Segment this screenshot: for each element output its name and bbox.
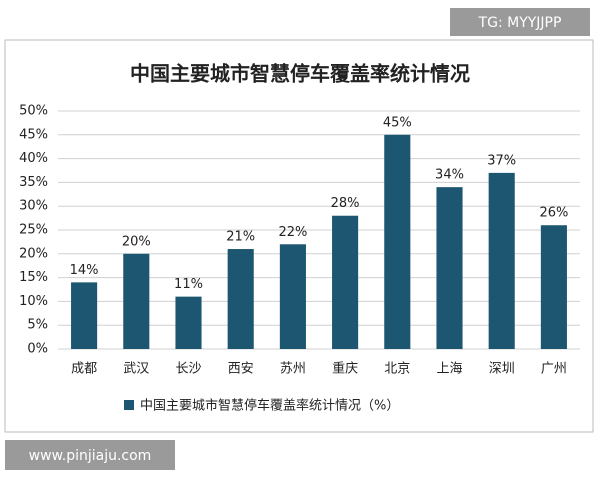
x-tick-label: 成都 <box>71 362 97 377</box>
bar <box>384 134 411 349</box>
y-tick-label: 40% <box>19 151 48 166</box>
y-tick-label: 20% <box>19 246 48 261</box>
bar <box>227 249 254 349</box>
legend-swatch <box>124 400 134 410</box>
x-tick-label: 北京 <box>384 362 410 377</box>
bar <box>488 172 515 349</box>
data-label: 45% <box>383 115 412 130</box>
x-tick-label: 西安 <box>228 362 254 377</box>
data-label: 11% <box>174 277 203 292</box>
data-label: 34% <box>435 168 464 183</box>
data-label: 20% <box>122 234 151 249</box>
data-label: 37% <box>487 153 516 168</box>
y-tick-label: 15% <box>19 270 48 285</box>
x-tick-label: 苏州 <box>280 361 306 377</box>
bar <box>123 253 150 349</box>
watermark-box <box>450 8 590 36</box>
bar <box>71 282 98 349</box>
data-label: 28% <box>331 196 360 211</box>
y-tick-label: 50% <box>19 104 48 119</box>
x-tick-label: 广州 <box>541 362 567 377</box>
watermark: www.pinjiaju.com <box>29 448 152 464</box>
chart-title: 中国主要城市智慧停车覆盖率统计情况 <box>130 62 470 86</box>
legend-label: 中国主要城市智慧停车覆盖率统计情况（%） <box>140 398 399 414</box>
y-tick-label: 10% <box>19 294 48 309</box>
y-tick-label: 35% <box>19 175 48 190</box>
watermark: TG: MYYJJPP <box>478 15 562 31</box>
x-tick-label: 长沙 <box>175 362 201 377</box>
y-tick-label: 30% <box>19 199 48 214</box>
x-tick-label: 深圳 <box>489 362 515 377</box>
bar <box>436 187 463 349</box>
data-label: 26% <box>539 206 568 221</box>
data-label: 22% <box>278 225 307 240</box>
x-tick-label: 武汉 <box>123 362 149 377</box>
y-tick-label: 5% <box>27 318 48 333</box>
data-label: 21% <box>226 230 255 245</box>
bar <box>175 296 202 349</box>
data-label: 14% <box>70 263 99 278</box>
y-tick-label: 25% <box>19 223 48 238</box>
x-tick-label: 上海 <box>436 362 462 377</box>
x-tick-label: 重庆 <box>332 361 358 377</box>
bar <box>279 244 306 349</box>
bar <box>540 225 567 349</box>
bar <box>332 215 359 349</box>
y-tick-label: 0% <box>27 342 48 357</box>
y-tick-label: 45% <box>19 127 48 142</box>
watermark-box <box>5 440 175 470</box>
